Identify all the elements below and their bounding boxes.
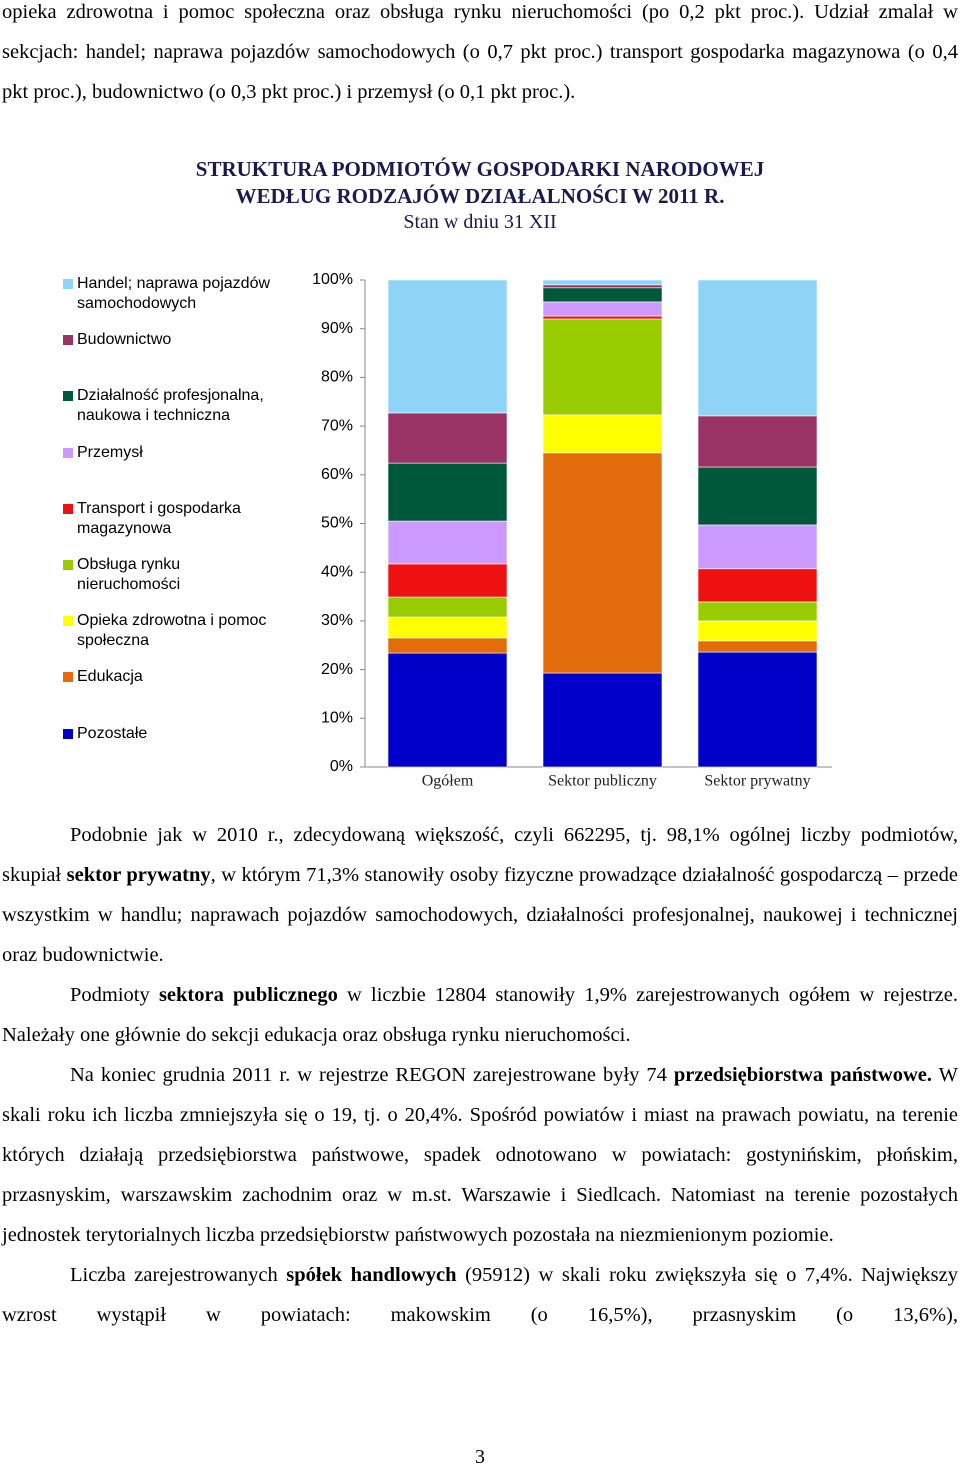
text: Podobnie jak w 2010 r., zdecydowaną więk… [2, 824, 958, 886]
bar-segment [697, 651, 818, 768]
legend-item: Działalność profesjonalna, naukowa i tec… [63, 386, 293, 426]
text: (95912) w skali roku zwiększyła się o 7,… [2, 1264, 959, 1326]
legend-swatch [63, 391, 73, 402]
bar-segment [542, 284, 663, 289]
paragraph: opieka zdrowotna i pomoc społeczna oraz … [2, 0, 958, 112]
legend-swatch [63, 560, 73, 570]
legend-swatch [63, 279, 73, 289]
y-tick-label: 70% [321, 417, 353, 434]
chart-title: STRUKTURA PODMIOTÓW GOSPODARKI NARODOWEJ [195, 157, 765, 181]
bar-segment [542, 279, 663, 286]
legend-item: Pozostałe [63, 724, 293, 744]
x-tick-label: Sektor prywatny [704, 773, 810, 790]
y-tick-label: 60% [321, 466, 353, 483]
page-number: 3 [475, 1446, 485, 1468]
legend-label: Obsługa rynku nieruchomości [77, 556, 181, 593]
bar-segment [542, 315, 663, 320]
y-tick-label: 30% [321, 612, 353, 629]
legend-swatch [63, 616, 73, 627]
legend-item: Transport i gospodarka magazynowa [63, 499, 293, 539]
text-top: opieka zdrowotna i pomoc społeczna oraz … [2, 0, 958, 112]
bar-segment [542, 301, 663, 317]
text: opieka zdrowotna i pomoc społeczna oraz … [2, 1, 958, 103]
bar-segment [697, 620, 818, 642]
bar-segment [542, 318, 663, 416]
y-tick-label: 40% [321, 563, 353, 580]
bar-segment [697, 524, 818, 570]
text: Podmioty [70, 984, 159, 1006]
chart-subtitle: Stan w dniu 31 XII [403, 211, 557, 233]
bar-segment [542, 414, 663, 454]
legend-item: Handel; naprawa pojazdów samochodowych [63, 274, 293, 314]
y-tick-label: 50% [321, 515, 353, 532]
text: Na koniec grudnia 2011 r. w rejestrze RE… [70, 1064, 674, 1086]
legend-item: Obsługa rynku nieruchomości [63, 555, 293, 595]
bar-segment [697, 279, 818, 417]
bar-segment [697, 415, 818, 468]
x-tick-label: Ogółem [422, 773, 474, 790]
y-tick-label: 100% [312, 271, 353, 288]
y-tick-label: 0% [330, 758, 353, 775]
legend-swatch [63, 672, 73, 683]
y-tick-label: 90% [321, 320, 353, 337]
bar-segment [387, 616, 508, 639]
paragraph: Podmioty sektora publicznego w liczbie 1… [2, 975, 958, 1055]
legend-swatch [63, 728, 73, 739]
legend-label: Transport i gospodarka magazynowa [77, 499, 241, 537]
legend-label: Handel; naprawa pojazdów samochodowych [77, 275, 271, 312]
bold-text: spółek handlowych [286, 1264, 457, 1286]
bold-text: sektor prywatny [66, 864, 211, 886]
y-tick-label: 20% [321, 661, 353, 678]
legend-item: Edukacja [63, 667, 293, 687]
text: w liczbie 12804 stanowiły 1,9% zarejestr… [2, 984, 958, 1046]
bar-segment [697, 640, 818, 653]
legend-swatch [63, 503, 73, 514]
bar-segment [387, 596, 508, 618]
chart-title-line2: WEDŁUG RODZAJÓW DZIAŁALNOŚCI W 2011 R. [235, 184, 725, 208]
legend-label: Budownictwo [77, 331, 172, 349]
bar-segment [697, 466, 818, 526]
text: W skali roku ich liczba zmniejszyła się … [2, 1064, 958, 1246]
bar-segment [542, 452, 663, 674]
bold-text: sektora publicznego [158, 984, 338, 1006]
legend-label: Działalność profesjonalna, naukowa i tec… [77, 387, 264, 425]
chart: 0% 10% 20% 30% 40% 50% 60% 70% 80% 90% 100% Ogółem S… [312, 271, 832, 790]
bar-segment [697, 568, 818, 603]
bar-segment [387, 563, 508, 598]
paragraph: Na koniec grudnia 2011 r. w rejestrze RE… [2, 1055, 958, 1255]
bar-segment [387, 412, 508, 464]
text: , w którym 71,3% stanowiły osoby fizyczn… [2, 864, 958, 966]
text-bottom: Podobnie jak w 2010 r., zdecydowaną więk… [2, 815, 958, 1335]
legend-label: Pozostałe [77, 724, 148, 742]
bar-segment [387, 462, 508, 522]
x-tick-label: Sektor publiczny [548, 773, 657, 790]
legend-item: Opieka zdrowotna i pomoc społeczna [63, 611, 293, 651]
legend-label: Przemysł [77, 443, 143, 461]
bar-segment [387, 279, 508, 414]
legend-swatch [63, 335, 73, 346]
legend-swatch [63, 447, 73, 458]
bar-segment [542, 287, 663, 303]
legend-label: Opieka zdrowotna i pomoc społeczna [77, 612, 267, 650]
bar-segment [387, 520, 508, 565]
paragraph: Liczba zarejestrowanych spółek handlowyc… [2, 1255, 958, 1335]
y-tick-label: 80% [321, 369, 353, 386]
legend-item: Budownictwo [63, 330, 293, 350]
bar-segment [387, 637, 508, 654]
bar-segment [697, 601, 818, 622]
text: Liczba zarejestrowanych [70, 1264, 287, 1286]
bar-segment [387, 652, 508, 768]
y-tick-label: 10% [321, 710, 353, 727]
bold-text: przedsiębiorstwa państwowe. [673, 1064, 933, 1086]
legend-item: Przemysł [63, 443, 293, 463]
bar-segment [542, 672, 663, 768]
legend-label: Edukacja [77, 668, 143, 686]
paragraph: Podobnie jak w 2010 r., zdecydowaną więk… [2, 815, 958, 975]
